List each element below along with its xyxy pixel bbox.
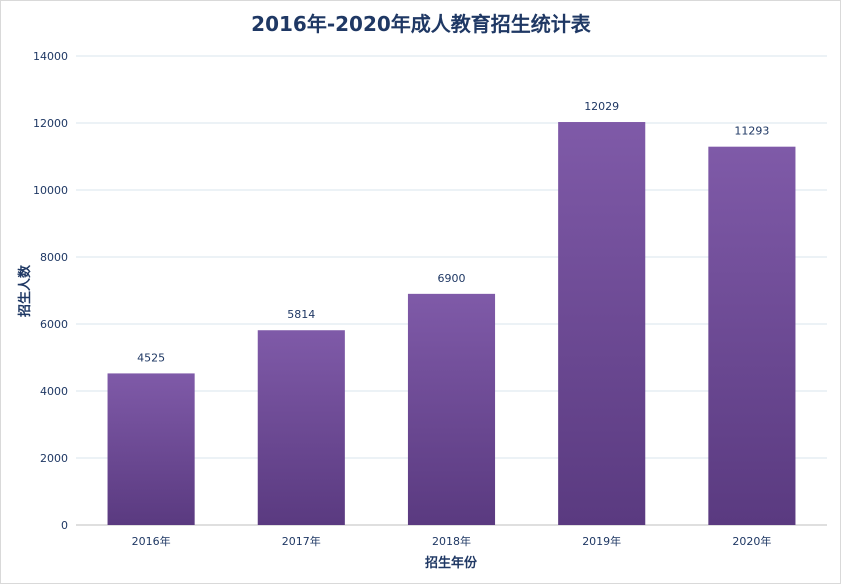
y-tick-label: 12000: [33, 117, 68, 130]
x-axis-title: 招生年份: [425, 555, 478, 571]
bar-5: [708, 146, 796, 525]
y-tick-label: 2000: [40, 452, 68, 465]
y-axis-title: 招生人数: [17, 264, 33, 317]
data-label: 4525: [137, 351, 165, 364]
x-tick-label: 2020年: [732, 534, 771, 548]
chart-title: 2016年-2020年成人教育招生统计表: [251, 12, 592, 36]
bar-4: [558, 122, 646, 525]
bars: [107, 122, 796, 525]
x-tick-label: 2016年: [132, 534, 171, 548]
data-labels: 4525 5814 6900 12029 11293: [137, 100, 769, 364]
data-label: 6900: [438, 272, 466, 285]
y-tick-label: 10000: [33, 184, 68, 197]
y-tick-label: 6000: [40, 318, 68, 331]
data-label: 12029: [584, 100, 619, 113]
bar-1: [107, 373, 195, 525]
y-tick-label: 8000: [40, 251, 68, 264]
x-tick-label: 2019年: [582, 534, 621, 548]
y-tick-label: 4000: [40, 385, 68, 398]
y-tick-label: 0: [61, 519, 68, 532]
data-label: 11293: [734, 125, 769, 138]
data-label: 5814: [287, 308, 315, 321]
x-axis-ticks: 2016年 2017年 2018年 2019年 2020年: [132, 534, 772, 548]
bar-2: [257, 330, 345, 525]
x-tick-label: 2017年: [282, 534, 321, 548]
bar-3: [407, 293, 496, 525]
y-axis-ticks: 0 2000 4000 6000 8000 10000 12000 14000: [33, 50, 68, 532]
y-tick-label: 14000: [33, 50, 68, 63]
x-tick-label: 2018年: [432, 534, 471, 548]
